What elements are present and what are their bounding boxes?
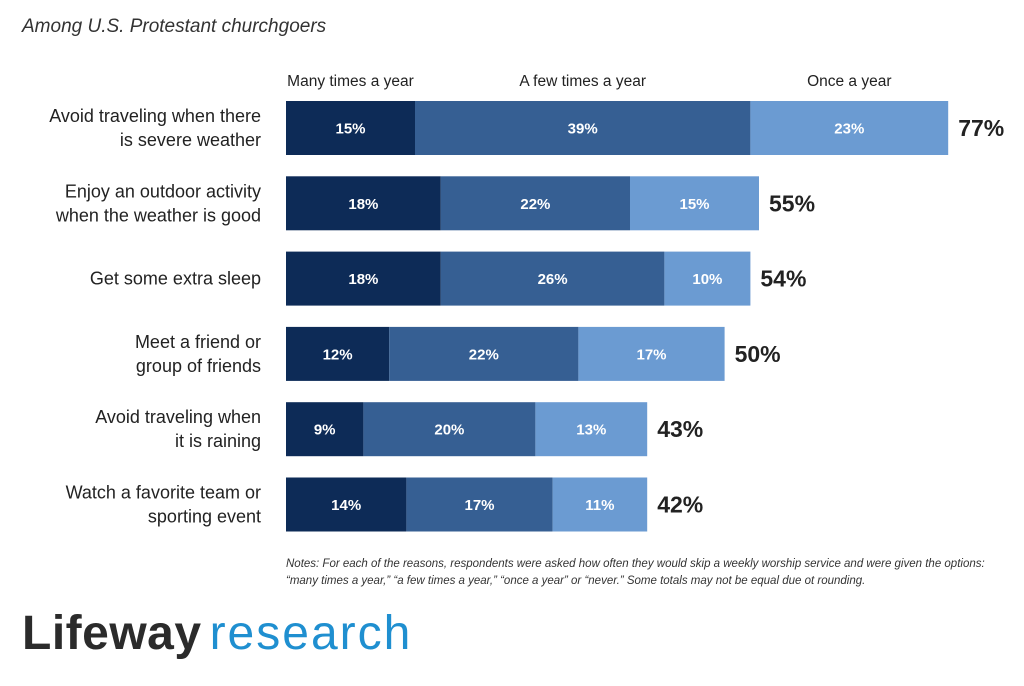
category-label: when the weather is good — [55, 205, 261, 225]
total-label: 50% — [735, 341, 781, 367]
bar-segment — [415, 101, 751, 155]
segment-label: 17% — [464, 497, 494, 514]
legend-label: A few times a year — [519, 73, 646, 90]
segment-label: 26% — [538, 271, 568, 288]
bar-segment — [440, 251, 665, 306]
segment-label: 10% — [692, 271, 722, 288]
segment-label: 12% — [323, 346, 353, 363]
segment-label: 18% — [348, 271, 378, 288]
bar-segment — [286, 251, 441, 306]
segment-label: 20% — [434, 422, 464, 439]
segment-label: 17% — [636, 346, 666, 363]
category-label: Watch a favorite team or — [66, 483, 261, 503]
category-label: Avoid traveling when — [95, 407, 261, 427]
chart-subtitle: Among U.S. Protestant churchgoers — [22, 16, 327, 37]
segment-label: 22% — [469, 346, 499, 363]
bar-segment — [630, 176, 759, 231]
segment-label: 22% — [520, 196, 550, 213]
total-label: 55% — [769, 190, 815, 216]
segment-label: 9% — [314, 422, 336, 439]
segment-label: 15% — [679, 196, 709, 213]
category-label: is severe weather — [120, 130, 261, 150]
bar-segment — [286, 101, 415, 155]
category-label: Avoid traveling when there — [49, 106, 261, 126]
bar-segment — [750, 101, 949, 155]
total-label: 77% — [958, 115, 1004, 141]
bar-segment — [440, 176, 630, 231]
lifeway-research-logo: Lifeway research — [22, 606, 412, 661]
bar-segment — [578, 326, 725, 381]
bar-segment — [552, 477, 648, 532]
segment-label: 18% — [348, 196, 378, 213]
segment-label: 13% — [576, 422, 606, 439]
category-label: Get some extra sleep — [90, 269, 261, 289]
category-label: Meet a friend or — [135, 332, 261, 352]
segment-label: 39% — [568, 121, 598, 138]
bar-segment — [406, 477, 553, 532]
bar-segment — [535, 402, 648, 457]
bar-segment — [286, 402, 364, 457]
legend-label: Once a year — [807, 73, 891, 90]
segment-label: 11% — [585, 497, 614, 514]
logo-word-lifeway: Lifeway — [22, 607, 202, 660]
category-label: it is raining — [175, 431, 261, 451]
legend-label: Many times a year — [287, 73, 414, 90]
category-label: Enjoy an outdoor activity — [65, 181, 261, 201]
bar-segment — [286, 326, 390, 381]
total-label: 43% — [657, 416, 703, 442]
category-label: group of friends — [136, 356, 261, 376]
segment-label: 15% — [335, 121, 365, 138]
total-label: 54% — [760, 266, 806, 292]
total-label: 42% — [657, 492, 703, 518]
bar-segment — [389, 326, 579, 381]
segment-label: 23% — [834, 121, 864, 138]
segment-label: 14% — [331, 497, 361, 514]
bar-segment — [363, 402, 536, 457]
chart-notes: Notes: For each of the reasons, responde… — [286, 558, 985, 587]
category-label: sporting event — [148, 507, 261, 527]
bar-segment — [664, 251, 751, 306]
bar-segment — [286, 176, 441, 231]
logo-word-research: research — [209, 607, 413, 660]
bar-segment — [286, 477, 407, 532]
